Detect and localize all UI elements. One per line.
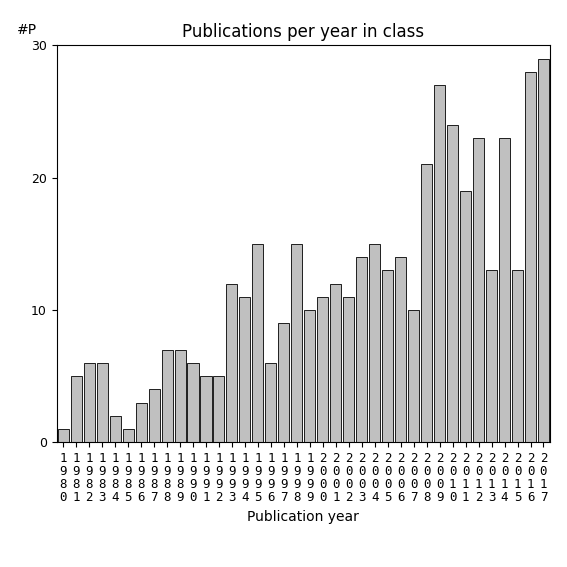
Bar [525,72,536,442]
Bar [226,284,238,442]
Bar [188,363,198,442]
Bar [136,403,147,442]
Bar [434,85,445,442]
Bar [538,58,549,442]
Title: Publications per year in class: Publications per year in class [182,23,425,41]
Bar [84,363,95,442]
Bar [331,284,341,442]
Bar [382,270,393,442]
Bar [343,297,354,442]
Bar [318,297,328,442]
Bar [239,297,251,442]
Bar [473,138,484,442]
Bar [304,310,315,442]
Bar [460,191,471,442]
Bar [486,270,497,442]
Bar [71,376,82,442]
Text: #P: #P [17,23,37,37]
Bar [109,416,121,442]
Bar [512,270,523,442]
X-axis label: Publication year: Publication year [247,510,359,523]
Bar [421,164,432,442]
Bar [499,138,510,442]
Bar [58,429,69,442]
Bar [278,323,289,442]
Bar [265,363,276,442]
Bar [149,390,159,442]
Bar [395,257,406,442]
Bar [356,257,367,442]
Bar [96,363,108,442]
Bar [369,244,380,442]
Bar [201,376,211,442]
Bar [447,125,458,442]
Bar [252,244,264,442]
Bar [162,350,172,442]
Bar [122,429,134,442]
Bar [213,376,225,442]
Bar [291,244,302,442]
Bar [408,310,419,442]
Bar [175,350,185,442]
